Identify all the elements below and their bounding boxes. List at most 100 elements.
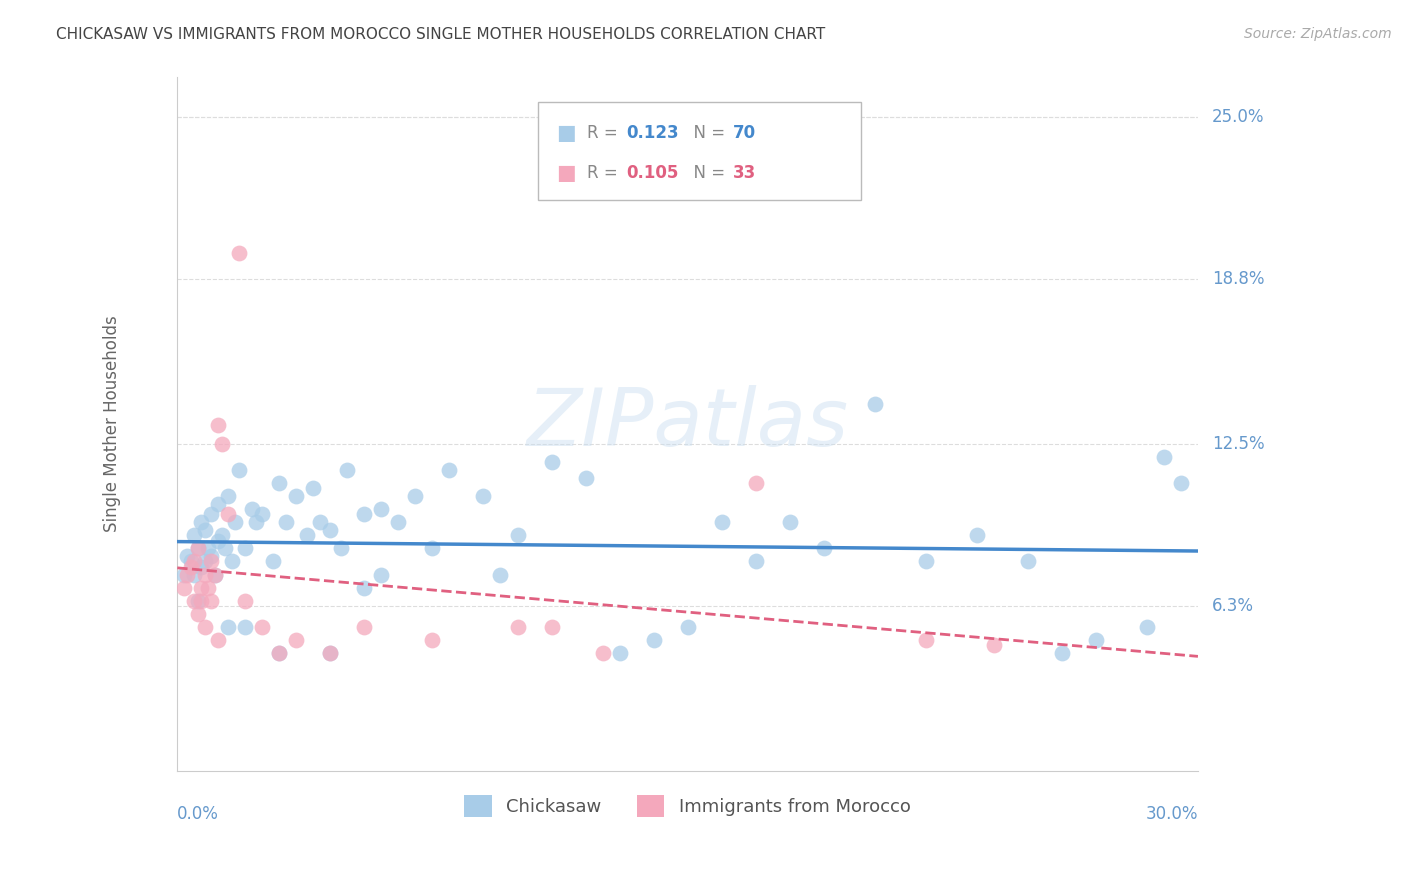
Point [173,581,195,595]
Text: 33: 33 [733,164,756,182]
Point [404,489,426,503]
Point [1136,620,1159,634]
Point [285,489,308,503]
Point [176,567,198,582]
Text: R =: R = [586,124,623,142]
Point [211,528,233,542]
Point [173,567,195,582]
Point [269,646,291,660]
Point [506,528,529,542]
Point [207,418,229,433]
Text: Source: ZipAtlas.com: Source: ZipAtlas.com [1244,27,1392,41]
Point [200,508,222,522]
Point [187,541,209,556]
Point [190,593,212,607]
Point [472,489,495,503]
Point [710,515,733,529]
Point [228,463,250,477]
Point [217,508,239,522]
Point [914,632,936,647]
Text: N =: N = [682,164,730,182]
Point [676,620,699,634]
Point [252,620,274,634]
Point [540,455,562,469]
Text: ZIPatlas: ZIPatlas [527,385,849,463]
Point [207,533,229,548]
Point [214,541,236,556]
Point [193,620,215,634]
Point [245,515,267,529]
Point [180,559,202,574]
Point [197,581,219,595]
Point [813,541,835,556]
Point [592,646,614,660]
Point [319,523,342,537]
Point [506,620,529,634]
Point [489,567,512,582]
Point [1153,450,1175,464]
Point [295,528,318,542]
Point [422,541,444,556]
Point [309,515,332,529]
Point [779,515,801,529]
Text: 30.0%: 30.0% [1146,805,1198,823]
Point [200,549,222,564]
Point [187,607,209,621]
Point [207,632,229,647]
Point [180,554,202,568]
Point [269,475,291,490]
Point [224,515,246,529]
Point [276,515,298,529]
Point [183,593,205,607]
Text: N =: N = [682,124,730,142]
Point [204,567,226,582]
Point [211,436,233,450]
Point [574,471,596,485]
Point [187,541,209,556]
Text: 0.0%: 0.0% [177,805,219,823]
Point [233,593,256,607]
Point [329,541,352,556]
Point [200,593,222,607]
Point [319,646,342,660]
Point [193,567,215,582]
Point [252,508,274,522]
Point [744,475,766,490]
Point [540,620,562,634]
Text: 0.123: 0.123 [626,124,679,142]
Point [190,559,212,574]
Text: 25.0%: 25.0% [1212,108,1264,126]
Point [193,523,215,537]
Text: 18.8%: 18.8% [1212,270,1264,288]
Point [353,620,375,634]
Point [228,245,250,260]
Point [200,554,222,568]
Point [269,646,291,660]
Point [221,554,243,568]
Text: R =: R = [586,164,623,182]
Point [387,515,409,529]
Point [370,567,392,582]
Point [643,632,665,647]
Point [183,554,205,568]
Point [353,508,375,522]
Point [187,593,209,607]
Point [1017,554,1039,568]
Point [233,620,256,634]
Point [197,541,219,556]
Point [336,463,359,477]
Point [190,515,212,529]
Point [609,646,631,660]
Point [233,541,256,556]
Point [183,528,205,542]
Text: CHICKASAW VS IMMIGRANTS FROM MOROCCO SINGLE MOTHER HOUSEHOLDS CORRELATION CHART: CHICKASAW VS IMMIGRANTS FROM MOROCCO SIN… [56,27,825,42]
Point [1170,475,1192,490]
Text: Single Mother Households: Single Mother Households [103,316,121,533]
Point [1050,646,1073,660]
Point [370,502,392,516]
Text: ■: ■ [555,163,575,183]
Point [207,497,229,511]
Point [217,489,239,503]
Point [439,463,461,477]
Point [217,620,239,634]
